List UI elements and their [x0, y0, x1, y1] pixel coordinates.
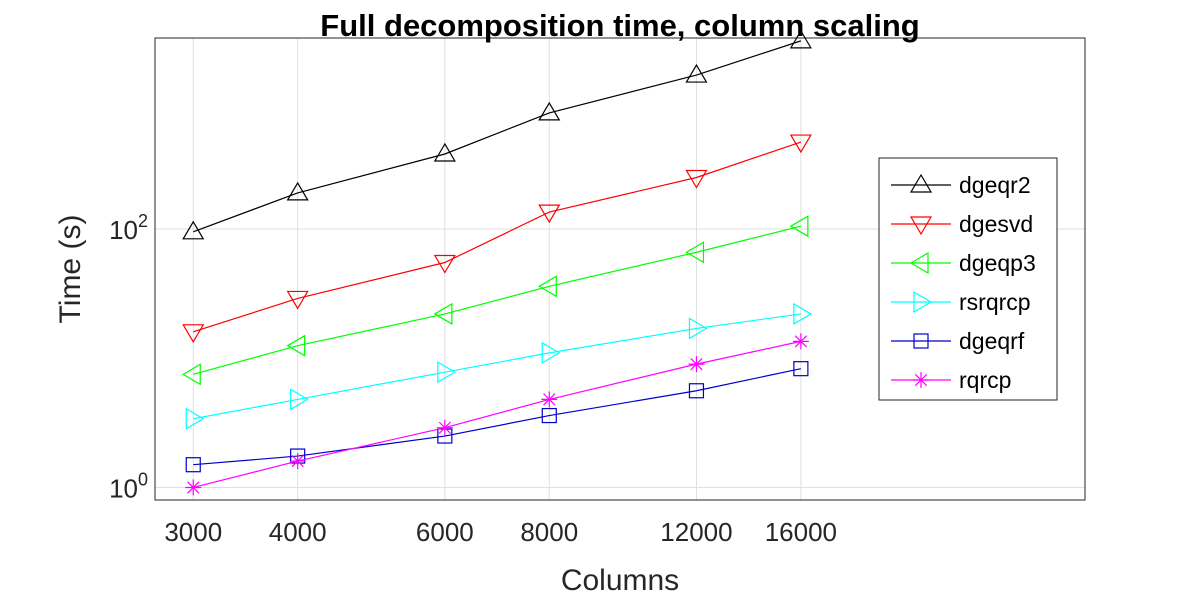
data-point-dgesvd: [685, 169, 708, 189]
legend-marker: [913, 290, 933, 314]
series-rqrcp: [185, 333, 809, 496]
data-point-rsrqrcp: [185, 407, 205, 430]
x-tick-label: 16000: [765, 517, 837, 547]
data-point-dgeqp3: [789, 215, 809, 238]
data-point-dgesvd: [286, 290, 309, 310]
data-point-dgesvd: [433, 254, 456, 274]
data-point-rqrcp: [541, 391, 558, 408]
data-point-dgeqr2: [789, 29, 812, 49]
legend-item-dgeqp3: dgeqp3: [891, 250, 1036, 276]
chart-title: Full decomposition time, column scaling: [320, 8, 919, 43]
asterisk-stroke: [914, 373, 928, 387]
data-point-rsrqrcp: [541, 341, 561, 364]
x-tick-labels: 3000 4000 6000 8000 12000 16000: [164, 517, 837, 547]
data-point-dgeqp3: [433, 302, 453, 325]
legend: dgeqr2 dgesvd dgeqp3 rsrqrcp dgeqrf rqrcp: [878, 157, 1058, 401]
data-point-dgeqr2: [538, 101, 561, 121]
legend-item-rqrcp: rqrcp: [891, 367, 1011, 393]
legend-marker: [909, 173, 933, 193]
data-point-dgeqp3: [182, 363, 201, 386]
data-point-dgeqrf: [793, 361, 809, 377]
asterisk-stroke: [291, 454, 304, 468]
data-point-dgesvd: [538, 204, 561, 224]
grid: [155, 38, 1085, 500]
data-point-rsrqrcp: [688, 317, 708, 340]
legend-label: dgeqr2: [959, 172, 1031, 198]
series-layer: [182, 29, 813, 496]
x-tick-label: 4000: [269, 517, 327, 547]
y-tick-base: 10: [109, 473, 138, 503]
y-tick-label: 100: [109, 469, 148, 503]
data-point-dgeqrf: [541, 407, 557, 424]
legend-marker: [909, 251, 929, 275]
legend-marker: [913, 333, 929, 349]
data-point-dgesvd: [789, 134, 812, 154]
data-point-rqrcp: [289, 453, 306, 470]
data-point-dgeqp3: [538, 275, 557, 298]
legend-label: dgeqp3: [959, 250, 1036, 276]
series-dgeqp3: [182, 215, 809, 386]
legend-label: rsrqrcp: [959, 289, 1031, 315]
data-point-dgeqr2: [182, 220, 205, 240]
x-axis-label: Columns: [561, 564, 679, 597]
series-dgeqr2: [182, 29, 812, 240]
data-point-rsrqrcp: [290, 388, 309, 411]
y-tick-exponent: 2: [138, 211, 148, 231]
data-point-rqrcp: [792, 333, 809, 350]
legend-item-rsrqrcp: rsrqrcp: [891, 289, 1031, 315]
data-point-dgeqrf: [185, 457, 201, 473]
y-tick-label: 102: [109, 211, 148, 245]
y-tick-exponent: 0: [138, 469, 148, 489]
legend-label: rqrcp: [959, 367, 1011, 393]
series-line-dgesvd: [193, 141, 802, 333]
y-tick-base: 10: [109, 215, 138, 245]
asterisk-stroke: [794, 335, 807, 348]
x-tick-label: 8000: [520, 517, 578, 547]
legend-marker: [909, 216, 933, 236]
x-tick-label: 3000: [164, 517, 222, 547]
y-axis-label: Time (s): [54, 215, 87, 324]
plot-frame: [154, 37, 1086, 501]
data-point-rsrqrcp: [793, 302, 813, 325]
data-point-rsrqrcp: [437, 361, 457, 384]
data-point-dgeqr2: [685, 63, 708, 83]
asterisk-stroke: [690, 357, 703, 371]
data-point-dgeqr2: [286, 181, 309, 201]
legend-label: dgesvd: [959, 211, 1033, 237]
series-line-dgeqrf: [193, 368, 801, 466]
series-line-dgeqr2: [193, 40, 802, 233]
data-point-dgeqp3: [286, 334, 306, 357]
series-rsrqrcp: [185, 302, 813, 430]
data-point-rqrcp: [185, 479, 202, 496]
asterisk-stroke: [543, 393, 556, 406]
legend-item-dgeqr2: dgeqr2: [891, 172, 1031, 198]
x-tick-label: 12000: [660, 517, 732, 547]
asterisk-stroke: [187, 481, 200, 494]
data-point-dgeqp3: [685, 241, 705, 264]
series-line-rqrcp: [193, 340, 801, 489]
legend-item-dgeqrf: dgeqrf: [891, 328, 1025, 354]
series-line-rsrqrcp: [193, 313, 801, 420]
data-point-dgeqr2: [433, 142, 456, 162]
legend-box: [878, 157, 1058, 401]
data-point-dgeqrf: [688, 383, 705, 399]
series-dgesvd: [182, 134, 812, 344]
series-line-dgeqp3: [193, 225, 802, 375]
legend-label: dgeqrf: [959, 328, 1025, 354]
legend-item-dgesvd: dgesvd: [891, 211, 1033, 237]
x-tick-label: 6000: [416, 517, 474, 547]
asterisk-stroke: [438, 421, 451, 434]
data-point-rqrcp: [436, 419, 453, 436]
data-point-dgesvd: [182, 324, 205, 344]
data-point-rqrcp: [688, 356, 705, 373]
legend-marker: [913, 372, 929, 388]
